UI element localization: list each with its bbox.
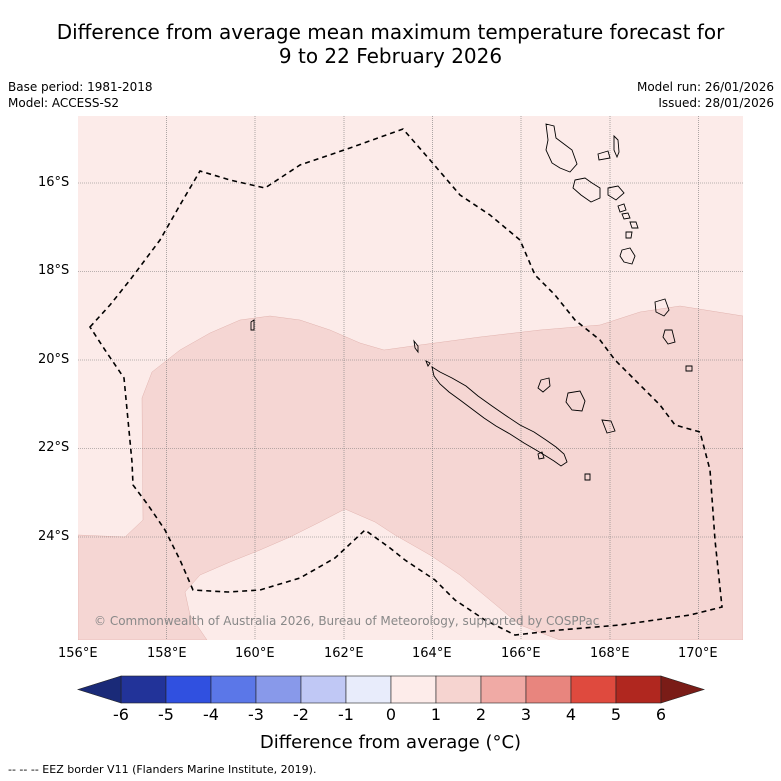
colorbar-tick-m6: -6: [113, 705, 129, 724]
colorbar-bin: [615, 675, 662, 704]
base-period: Base period: 1981-2018: [8, 80, 153, 94]
colorbar-bin: [300, 675, 347, 704]
lon-label-166e: 166°E: [501, 646, 541, 661]
vanuatu-outline: [250, 123, 693, 372]
title-line-1: Difference from average mean maximum tem…: [56, 20, 725, 44]
colorbar-bin: [120, 675, 167, 704]
lon-label-160e: 160°E: [235, 646, 275, 661]
lon-label-168e: 168°E: [590, 646, 630, 661]
colorbar-tick-6: 6: [655, 705, 667, 724]
eez-border: [88, 128, 723, 636]
colorbar-tick-4: 4: [565, 705, 577, 724]
lat-label-16s: 16°S: [38, 175, 70, 190]
colorbar-bin: [165, 675, 212, 704]
colorbar: [76, 675, 706, 704]
colorbar-bin: [255, 675, 302, 704]
colorbar-bin: [525, 675, 572, 704]
colorbar-bin: [210, 675, 257, 704]
title-line-2: 9 to 22 February 2026: [278, 44, 503, 68]
colorbar-tick-2: 2: [475, 705, 487, 724]
colorbar-tick-m1: -1: [338, 705, 354, 724]
eez-legend: -- -- -- EEZ border V11 (Flanders Marine…: [8, 763, 317, 776]
issued-date: Issued: 28/01/2026: [658, 96, 774, 110]
colorbar-tick-m2: -2: [293, 705, 309, 724]
colorbar-extend-low: [76, 675, 122, 704]
lon-label-158e: 158°E: [147, 646, 187, 661]
lon-label-170e: 170°E: [678, 646, 718, 661]
colorbar-bin: [480, 675, 527, 704]
colorbar-extend-high: [660, 675, 706, 704]
copyright-notice: © Commonwealth of Australia 2026, Bureau…: [94, 614, 600, 628]
colorbar-bin: [390, 675, 437, 704]
colorbar-bin: [435, 675, 482, 704]
new-caledonia-outline: [413, 339, 616, 481]
anomaly-region-1-to-2: [78, 305, 743, 640]
lon-label-156e: 156°E: [58, 646, 98, 661]
colorbar-bin: [345, 675, 392, 704]
colorbar-tick-5: 5: [610, 705, 622, 724]
model-run: Model run: 26/01/2026: [636, 80, 774, 94]
lon-label-162e: 162°E: [324, 646, 364, 661]
colorbar-label: Difference from average (°C): [259, 732, 522, 753]
colorbar-tick-m3: -3: [248, 705, 264, 724]
colorbar-tick-3: 3: [520, 705, 532, 724]
lat-label-22s: 22°S: [38, 440, 70, 455]
colorbar-tick-m4: -4: [203, 705, 219, 724]
lat-label-18s: 18°S: [38, 263, 70, 278]
colorbar-tick-1: 1: [430, 705, 442, 724]
lat-label-24s: 24°S: [38, 529, 70, 544]
colorbar-tick-0: 0: [385, 705, 397, 724]
lon-label-164e: 164°E: [412, 646, 452, 661]
colorbar-bin: [570, 675, 617, 704]
colorbar-tick-m5: -5: [158, 705, 174, 724]
model-name: Model: ACCESS-S2: [8, 96, 120, 110]
lat-label-20s: 20°S: [38, 352, 70, 367]
